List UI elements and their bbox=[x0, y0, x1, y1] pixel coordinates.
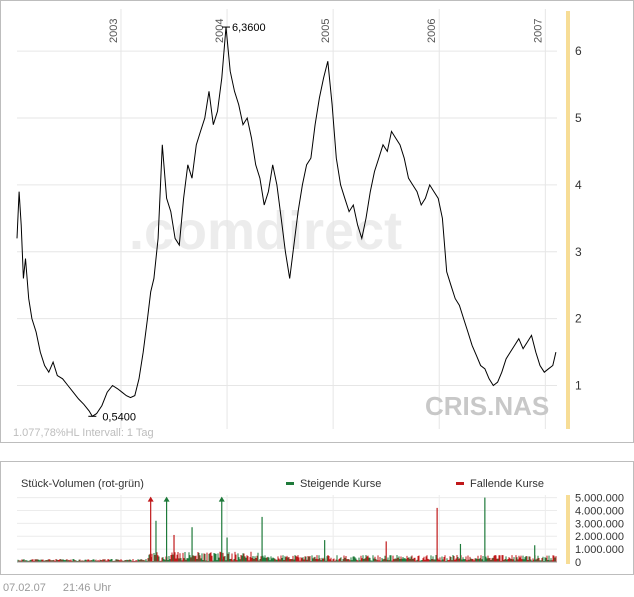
volume-bars bbox=[17, 551, 557, 562]
y-tick-label: 1.000.000 bbox=[575, 544, 624, 556]
x-tick-label: 2005 bbox=[320, 19, 332, 43]
y-tick-label: 4 bbox=[575, 178, 582, 192]
y-tick-label: 0 bbox=[575, 557, 581, 569]
price-series-line bbox=[16, 27, 557, 417]
max-label: 6,3600 bbox=[232, 22, 266, 34]
x-tick-label: 2007 bbox=[532, 19, 544, 43]
volume-chart-panel: Stück-Volumen (rot-grün) Steigende Kurse F… bbox=[0, 461, 634, 575]
legend-label: Fallende Kurse bbox=[470, 478, 544, 490]
symbol-label: CRIS.NAS bbox=[425, 391, 549, 421]
x-tick-label: 2004 bbox=[214, 19, 226, 43]
clipped-spike-arrow bbox=[163, 496, 170, 502]
legend-label: Steigende Kurse bbox=[300, 478, 381, 490]
x-tick-label: 2003 bbox=[108, 19, 120, 43]
y-tick-label: 6 bbox=[575, 44, 582, 58]
y-tick-label: 5.000.000 bbox=[575, 493, 624, 505]
y-tick-label: 2 bbox=[575, 312, 582, 326]
y-tick-label: 3 bbox=[575, 245, 582, 259]
chart-subtitle: 1.077,78%HL Intervall: 1 Tag bbox=[13, 427, 154, 439]
footer-date: 07.02.07 bbox=[3, 582, 46, 594]
price-chart-panel: .comdirect 1 2 3 4 5 6 2003 2004 2005 2006 2007 6,36… bbox=[0, 0, 634, 443]
y-tick-label: 5 bbox=[575, 111, 582, 125]
y-tick-label: 1 bbox=[575, 379, 582, 393]
volume-title: Stück-Volumen (rot-grün) bbox=[21, 478, 144, 490]
y-tick-label: 4.000.000 bbox=[575, 505, 624, 517]
footer: 07.02.07 21:46 Uhr bbox=[3, 582, 125, 594]
min-label: 0,5400 bbox=[102, 411, 136, 423]
footer-time: 21:46 Uhr bbox=[62, 582, 112, 594]
legend-swatch bbox=[286, 482, 294, 485]
clipped-spike-arrow bbox=[147, 496, 154, 502]
price-chart: .comdirect 1 2 3 4 5 6 2003 2004 2005 2006 2007 6,36… bbox=[13, 9, 582, 439]
axis-highlight-strip bbox=[566, 495, 570, 564]
clipped-spike-arrow bbox=[218, 496, 225, 502]
axis-highlight-strip bbox=[566, 11, 570, 429]
x-tick-label: 2006 bbox=[426, 19, 438, 43]
legend-swatch bbox=[456, 482, 464, 485]
volume-chart: Stück-Volumen (rot-grün) Steigende Kurse F… bbox=[17, 478, 624, 569]
watermark-text: .comdirect bbox=[129, 201, 402, 261]
y-tick-label: 3.000.000 bbox=[575, 518, 624, 530]
y-tick-label: 2.000.000 bbox=[575, 531, 624, 543]
